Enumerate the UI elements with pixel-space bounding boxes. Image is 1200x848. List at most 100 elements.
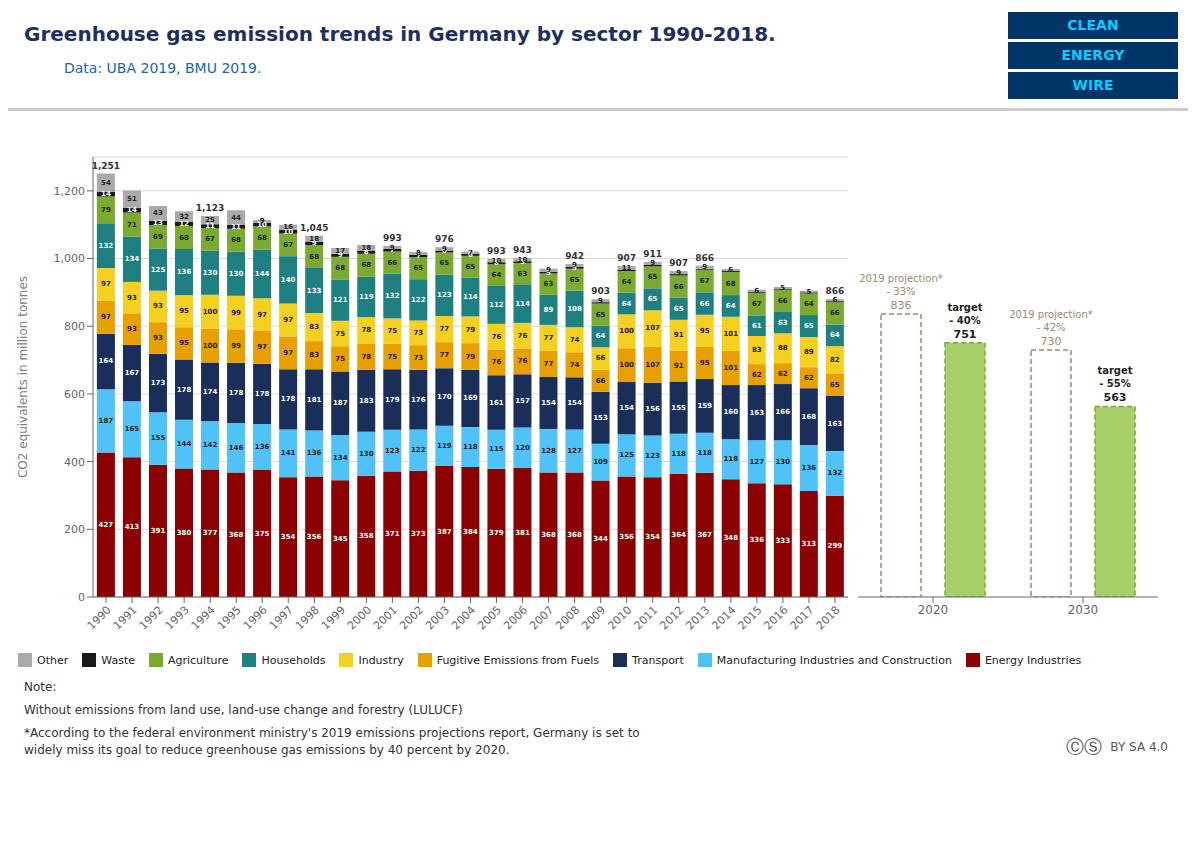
svg-text:132: 132 — [828, 469, 843, 477]
svg-text:2002: 2002 — [397, 603, 426, 632]
svg-text:73: 73 — [413, 354, 423, 362]
svg-text:25: 25 — [205, 216, 215, 224]
svg-text:1990: 1990 — [85, 603, 114, 632]
svg-text:63: 63 — [518, 270, 528, 278]
svg-text:63: 63 — [544, 280, 554, 288]
svg-text:62: 62 — [804, 374, 814, 382]
svg-text:67: 67 — [283, 241, 293, 249]
svg-text:66: 66 — [674, 283, 684, 291]
svg-text:119: 119 — [437, 442, 452, 450]
svg-text:11: 11 — [622, 264, 632, 272]
svg-text:183: 183 — [359, 397, 374, 405]
svg-text:9: 9 — [650, 259, 655, 267]
svg-text:9: 9 — [676, 269, 681, 277]
svg-text:2004: 2004 — [449, 603, 478, 632]
svg-text:907: 907 — [617, 253, 636, 263]
svg-text:67: 67 — [205, 235, 215, 243]
svg-text:97: 97 — [101, 280, 111, 288]
svg-text:1994: 1994 — [189, 603, 218, 632]
svg-text:911: 911 — [643, 249, 662, 259]
svg-text:82: 82 — [830, 356, 840, 364]
svg-text:354: 354 — [281, 533, 296, 541]
svg-text:943: 943 — [513, 245, 532, 255]
svg-text:159: 159 — [697, 402, 712, 410]
svg-text:384: 384 — [463, 528, 478, 536]
svg-text:100: 100 — [619, 327, 634, 335]
svg-text:2001: 2001 — [371, 603, 400, 632]
svg-text:- 55%: - 55% — [1099, 378, 1131, 389]
svg-text:132: 132 — [385, 292, 400, 300]
svg-text:187: 187 — [99, 417, 114, 425]
svg-text:1995: 1995 — [215, 603, 244, 632]
svg-text:120: 120 — [515, 444, 530, 452]
svg-text:95: 95 — [179, 307, 189, 315]
svg-text:76: 76 — [492, 358, 502, 366]
svg-text:154: 154 — [567, 399, 582, 407]
svg-text:391: 391 — [151, 527, 166, 535]
svg-text:65: 65 — [570, 276, 580, 284]
svg-text:75: 75 — [387, 353, 397, 361]
svg-text:380: 380 — [177, 529, 192, 537]
svg-text:333: 333 — [775, 537, 790, 545]
svg-text:97: 97 — [101, 313, 111, 321]
svg-text:51: 51 — [127, 195, 137, 203]
svg-text:0: 0 — [78, 591, 85, 604]
svg-text:target: target — [1097, 365, 1132, 376]
svg-text:154: 154 — [541, 399, 556, 407]
svg-text:2007: 2007 — [527, 603, 556, 632]
svg-text:83: 83 — [752, 346, 762, 354]
svg-text:68: 68 — [335, 264, 345, 272]
svg-text:83: 83 — [309, 351, 319, 359]
svg-text:123: 123 — [645, 452, 660, 460]
svg-text:17: 17 — [335, 247, 345, 255]
svg-text:66: 66 — [387, 259, 397, 267]
svg-text:63: 63 — [778, 319, 788, 327]
svg-text:83: 83 — [309, 323, 319, 331]
svg-text:119: 119 — [359, 293, 374, 301]
svg-text:130: 130 — [229, 270, 244, 278]
svg-text:75: 75 — [387, 327, 397, 335]
svg-text:93: 93 — [127, 325, 137, 333]
svg-text:44: 44 — [231, 214, 241, 222]
svg-text:43: 43 — [153, 209, 163, 217]
svg-text:93: 93 — [127, 294, 137, 302]
svg-text:1992: 1992 — [137, 603, 166, 632]
svg-text:11: 11 — [231, 223, 241, 231]
svg-text:993: 993 — [487, 246, 506, 256]
svg-text:134: 134 — [333, 454, 348, 462]
svg-text:66: 66 — [596, 377, 606, 385]
svg-text:64: 64 — [726, 302, 736, 310]
svg-text:155: 155 — [151, 434, 166, 442]
svg-text:108: 108 — [567, 305, 582, 313]
svg-text:65: 65 — [648, 273, 658, 281]
svg-text:371: 371 — [385, 530, 400, 538]
svg-text:66: 66 — [700, 300, 710, 308]
svg-text:76: 76 — [492, 333, 502, 341]
svg-text:134: 134 — [125, 255, 140, 263]
svg-text:368: 368 — [567, 531, 582, 539]
svg-text:377: 377 — [203, 529, 218, 537]
svg-text:99: 99 — [231, 342, 241, 350]
svg-text:133: 133 — [307, 287, 322, 295]
svg-text:358: 358 — [359, 532, 374, 540]
svg-text:200: 200 — [64, 523, 85, 536]
svg-text:66: 66 — [778, 297, 788, 305]
svg-text:- 42%: - 42% — [1036, 322, 1065, 333]
svg-text:121: 121 — [333, 296, 348, 304]
svg-text:14: 14 — [101, 190, 111, 198]
svg-text:356: 356 — [307, 533, 322, 541]
svg-text:62: 62 — [752, 371, 762, 379]
svg-text:65: 65 — [804, 322, 814, 330]
svg-text:74: 74 — [570, 361, 580, 369]
svg-text:122: 122 — [411, 296, 426, 304]
svg-text:178: 178 — [229, 389, 244, 397]
svg-text:99: 99 — [231, 309, 241, 317]
svg-text:9: 9 — [598, 297, 603, 305]
svg-text:76: 76 — [518, 357, 528, 365]
svg-text:16: 16 — [283, 223, 293, 231]
svg-text:140: 140 — [281, 276, 296, 284]
svg-text:65: 65 — [439, 259, 449, 267]
svg-text:125: 125 — [619, 451, 634, 459]
svg-text:156: 156 — [645, 405, 660, 413]
svg-text:142: 142 — [203, 441, 218, 449]
